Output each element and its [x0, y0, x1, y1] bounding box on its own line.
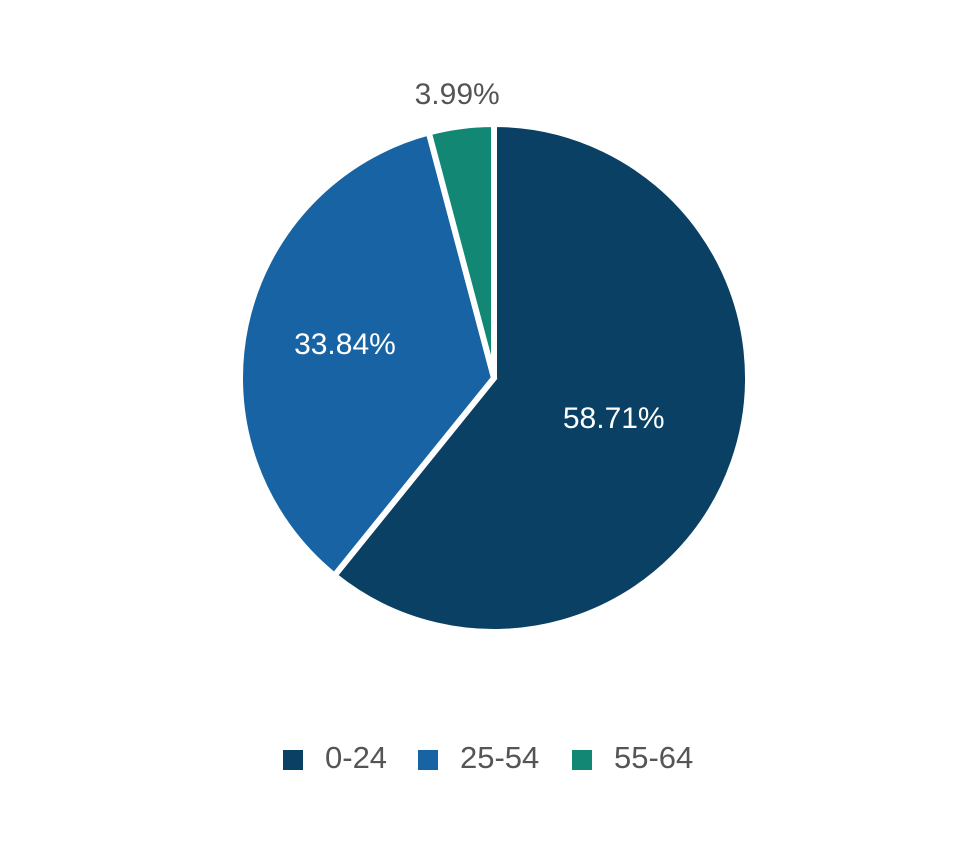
pie-slice-0-24: [330, 120, 751, 635]
data-label-55-64: 3.99%: [415, 78, 500, 111]
pie-slice-25-54: [237, 128, 498, 580]
legend-label-25-54: 25-54: [460, 740, 539, 775]
legend: 0-24 25-54 55-64: [283, 740, 693, 775]
legend-label-55-64: 55-64: [614, 740, 693, 775]
legend-swatch-25-54: [418, 750, 438, 770]
data-label-25-54: 33.84%: [294, 328, 396, 361]
legend-swatch-55-64: [572, 750, 592, 770]
legend-swatch-0-24: [283, 750, 303, 770]
data-label-0-24: 58.71%: [563, 402, 665, 435]
pie-slices: [237, 120, 751, 635]
pie-slice-55-64: [425, 120, 497, 379]
pie-data-labels: 58.71% 33.84% 3.99%: [294, 78, 665, 435]
legend-label-0-24: 0-24: [325, 740, 387, 775]
